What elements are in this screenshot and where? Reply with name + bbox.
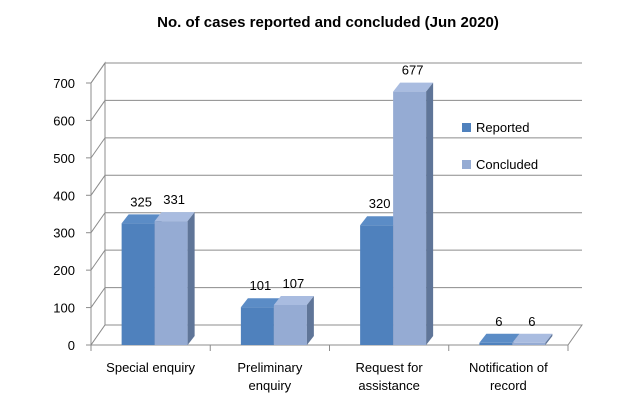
bar-front	[240, 307, 274, 345]
y-tick-label: 500	[53, 151, 75, 166]
bar-top	[360, 216, 401, 226]
side-wall	[90, 61, 106, 347]
bar-top	[240, 298, 281, 308]
legend-swatch	[462, 160, 471, 169]
x-category-line: assistance	[358, 378, 419, 393]
x-category-label: Notification of record	[469, 360, 548, 393]
bar	[393, 82, 434, 345]
legend-label: Reported	[476, 120, 529, 135]
bar-front	[121, 223, 155, 345]
gridline	[90, 62, 582, 84]
data-label: 320	[369, 196, 391, 211]
bar-front	[360, 225, 394, 345]
bar-front	[512, 342, 546, 345]
x-category-line: Notification of	[469, 360, 548, 375]
y-tick-label: 700	[53, 76, 75, 91]
bar-side	[426, 82, 434, 345]
data-label: 101	[250, 278, 272, 293]
y-tick-label: 0	[68, 338, 75, 353]
gridline	[90, 137, 582, 159]
legend-swatch	[462, 123, 471, 132]
bars	[121, 82, 553, 345]
x-category-line: Request for	[356, 360, 424, 375]
bar-top	[154, 212, 195, 222]
bar-side	[545, 333, 553, 345]
bar	[512, 333, 553, 345]
legend-label: Concluded	[476, 157, 538, 172]
y-tick-label: 300	[53, 226, 75, 241]
legend: Reported Concluded	[462, 120, 538, 172]
bar-top	[393, 82, 434, 92]
y-axis: 0 100 200 300 400 500 600 700	[53, 76, 92, 353]
y-tick-label: 400	[53, 188, 75, 203]
y-tick-label: 100	[53, 301, 75, 316]
x-category-label: Preliminary enquiry	[237, 360, 303, 393]
y-tick-label: 200	[53, 263, 75, 278]
bar-top	[512, 333, 553, 343]
data-label: 677	[402, 63, 424, 78]
x-category-line: enquiry	[249, 378, 292, 393]
bar-front	[154, 221, 188, 345]
bar-front	[479, 342, 513, 345]
bar-front	[273, 304, 307, 345]
x-category-line: record	[490, 378, 527, 393]
data-label: 331	[163, 192, 185, 207]
bar-top	[121, 214, 162, 224]
bar-side	[187, 212, 195, 345]
bar-top	[273, 295, 314, 305]
x-category-label: Special enquiry	[106, 360, 195, 375]
bar	[273, 295, 314, 345]
bar-top	[479, 333, 520, 343]
bar-front	[393, 91, 427, 345]
data-label: 6	[528, 314, 535, 329]
x-category-label: Request for assistance	[356, 360, 424, 393]
data-labels: 325 331 101 107 320 677 6 6	[130, 63, 535, 329]
x-axis: Special enquiry Preliminary enquiry Request…	[90, 345, 569, 393]
gridline	[90, 99, 582, 121]
data-label: 6	[495, 314, 502, 329]
x-category-line: Preliminary	[237, 360, 303, 375]
data-label: 325	[130, 194, 152, 209]
bar-side	[306, 295, 314, 345]
chart-title: No. of cases reported and concluded (Jun…	[157, 14, 499, 31]
bar	[154, 212, 195, 345]
x-category-line: Special enquiry	[106, 360, 195, 375]
data-label: 107	[283, 276, 305, 291]
y-tick-label: 600	[53, 113, 75, 128]
